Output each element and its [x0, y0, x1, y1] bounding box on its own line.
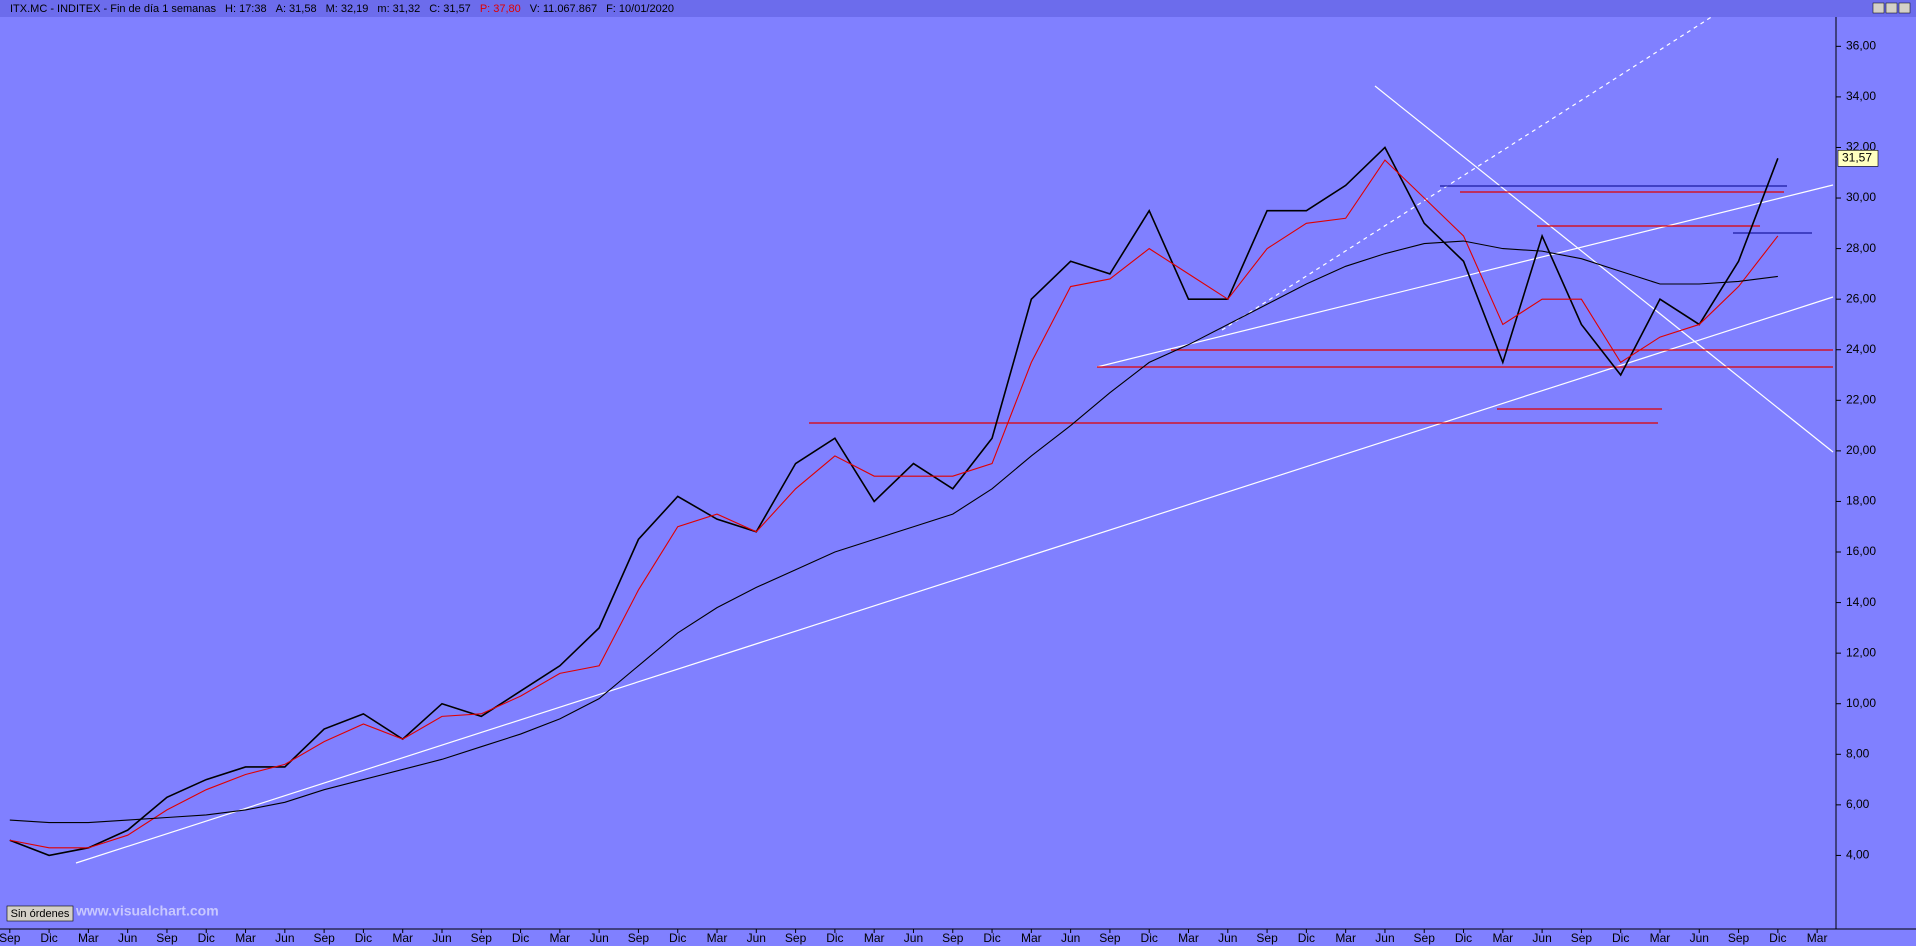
x-tick-label: Dic: [826, 931, 843, 945]
header-bar: [0, 0, 1916, 17]
last-price-box: [1837, 150, 1879, 167]
y-tick-label: 34,00: [1846, 89, 1876, 103]
y-tick-label: 8,00: [1846, 746, 1870, 760]
x-tick-label: Jun: [118, 931, 137, 945]
orders-button-label: Sin órdenes: [11, 908, 70, 920]
header-field: V: 11.067.867: [530, 3, 597, 15]
x-tick-label: Dic: [1769, 931, 1786, 945]
y-tick-label: 22,00: [1846, 392, 1876, 406]
y-tick-label: 14,00: [1846, 595, 1876, 609]
x-tick-label: Dic: [1455, 931, 1472, 945]
last-price-label: 31,57: [1842, 151, 1872, 165]
x-tick-label: Dic: [1298, 931, 1315, 945]
close-button[interactable]: [1898, 2, 1911, 14]
x-tick-label: Mar: [1178, 931, 1199, 945]
x-tick-label: Mar: [78, 931, 99, 945]
y-tick-label: 4,00: [1846, 848, 1870, 862]
x-tick-label: Sep: [628, 931, 650, 945]
x-tick-label: Sep: [1571, 931, 1593, 945]
x-tick-label: Mar: [1335, 931, 1356, 945]
y-tick-label: 36,00: [1846, 39, 1876, 53]
x-tick-label: Sep: [1414, 931, 1436, 945]
x-tick-label: Dic: [198, 931, 215, 945]
header-field: C: 31,57: [429, 3, 471, 15]
x-tick-label: Sep: [156, 931, 178, 945]
x-tick-label: Sep: [785, 931, 807, 945]
x-tick-label: Jun: [1532, 931, 1551, 945]
x-tick-label: Dic: [40, 931, 57, 945]
header-field: A: 31,58: [276, 3, 317, 15]
x-tick-label: Dic: [1612, 931, 1629, 945]
x-tick-label: Mar: [392, 931, 413, 945]
x-tick-label: Dic: [669, 931, 686, 945]
minimize-button[interactable]: [1872, 2, 1885, 14]
price-line: [9, 159, 1779, 849]
header-field: P: 37,80: [480, 3, 521, 15]
x-tick-label: Mar: [1650, 931, 1671, 945]
watermark: www.visualchart.com: [75, 903, 219, 919]
y-tick-label: 12,00: [1846, 645, 1876, 659]
trend-line: [1374, 85, 1834, 453]
x-tick-label: Jun: [589, 931, 608, 945]
y-tick-label: 24,00: [1846, 342, 1876, 356]
x-tick-label: Dic: [983, 931, 1000, 945]
x-tick-label: Sep: [1099, 931, 1121, 945]
header-field: F: 10/01/2020: [606, 3, 674, 15]
y-tick-label: 20,00: [1846, 443, 1876, 457]
x-tick-label: Sep: [1728, 931, 1750, 945]
trend-line: [1096, 184, 1834, 368]
x-tick-label: Sep: [1256, 931, 1278, 945]
price-line: [9, 146, 1779, 857]
x-tick-label: Jun: [747, 931, 766, 945]
trend-line: [75, 296, 1834, 864]
header-field: ITX.MC - INDITEX - Fin de día 1 semanas: [10, 3, 217, 15]
y-tick-label: 10,00: [1846, 696, 1876, 710]
trend-line: [1221, 15, 1714, 331]
x-tick-label: Dic: [355, 931, 372, 945]
x-tick-label: Jun: [1218, 931, 1237, 945]
x-tick-label: Mar: [1807, 931, 1828, 945]
header-field: H: 17:38: [225, 3, 267, 15]
x-tick-label: Dic: [512, 931, 529, 945]
x-tick-label: Mar: [1492, 931, 1513, 945]
y-tick-label: 30,00: [1846, 190, 1876, 204]
y-tick-label: 18,00: [1846, 494, 1876, 508]
header: ITX.MC - INDITEX - Fin de día 1 semanas H…: [10, 3, 674, 15]
x-tick-label: Sep: [0, 931, 21, 945]
x-tick-label: Jun: [1061, 931, 1080, 945]
x-tick-label: Sep: [313, 931, 335, 945]
header-field: M: 32,19: [326, 3, 369, 15]
x-tick-label: Jun: [275, 931, 294, 945]
x-tick-label: Sep: [471, 931, 493, 945]
x-tick-label: Jun: [904, 931, 923, 945]
x-tick-label: Jun: [1375, 931, 1394, 945]
x-tick-label: Jun: [1690, 931, 1709, 945]
orders-button[interactable]: [6, 905, 74, 922]
y-tick-label: 28,00: [1846, 241, 1876, 255]
y-tick-label: 16,00: [1846, 544, 1876, 558]
x-tick-label: Mar: [550, 931, 571, 945]
y-tick-label: 6,00: [1846, 797, 1870, 811]
drawings: [75, 15, 1834, 864]
x-tick-label: Mar: [1021, 931, 1042, 945]
x-tick-label: Dic: [1141, 931, 1158, 945]
x-tick-label: Sep: [942, 931, 964, 945]
x-tick-label: Mar: [864, 931, 885, 945]
x-tick-label: Mar: [235, 931, 256, 945]
x-tick-label: Mar: [707, 931, 728, 945]
header-field: m: 31,32: [377, 3, 420, 15]
y-tick-label: 26,00: [1846, 291, 1876, 305]
maximize-button[interactable]: [1885, 2, 1898, 14]
x-tick-label: Jun: [432, 931, 451, 945]
price-line: [9, 240, 1778, 824]
